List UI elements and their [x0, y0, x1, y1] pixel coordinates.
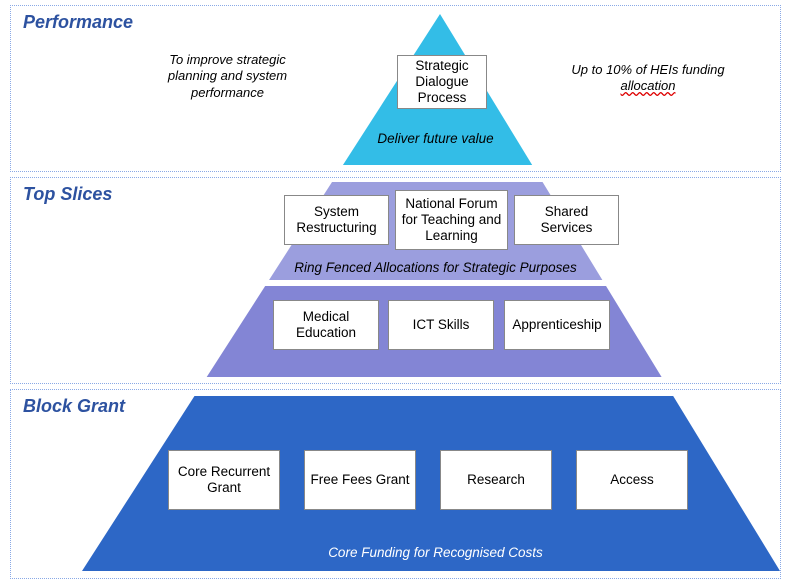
box-tier2-2: Shared Services	[514, 195, 619, 245]
title-performance: Performance	[23, 12, 133, 33]
side-note-right-wavy: allocation	[621, 78, 676, 93]
band-tier4: Core Funding for Recognised Costs	[40, 545, 791, 560]
band-tier2: Ring Fenced Allocations for Strategic Pu…	[40, 260, 791, 275]
box-tier3-1: ICT Skills	[388, 300, 494, 350]
title-blockgrant: Block Grant	[23, 396, 125, 417]
box-tier2-1: National Forum for Teaching and Learning	[395, 190, 508, 250]
box-tier3-2: Apprenticeship	[504, 300, 610, 350]
box-tier2-0: System Restructuring	[284, 195, 389, 245]
box-tier4-0: Core Recurrent Grant	[168, 450, 280, 510]
box-tier4-1: Free Fees Grant	[304, 450, 416, 510]
side-note-right: Up to 10% of HEIs funding allocation	[563, 62, 733, 95]
box-tier4-3: Access	[576, 450, 688, 510]
side-note-right-text: Up to 10% of HEIs funding	[571, 62, 724, 77]
band-tier1: Deliver future value	[40, 131, 791, 146]
title-topslices: Top Slices	[23, 184, 112, 205]
box-tier1-0: Strategic Dialogue Process	[397, 55, 487, 109]
box-tier3-0: Medical Education	[273, 300, 379, 350]
box-tier4-2: Research	[440, 450, 552, 510]
side-note-left: To improve strategic planning and system…	[145, 52, 310, 101]
